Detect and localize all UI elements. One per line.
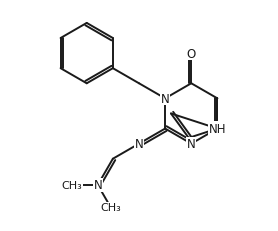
Text: CH₃: CH₃	[100, 202, 121, 212]
Text: N: N	[187, 137, 196, 150]
Text: N: N	[161, 92, 170, 105]
Text: CH₃: CH₃	[62, 180, 83, 190]
Text: N: N	[93, 179, 102, 191]
Text: O: O	[187, 47, 196, 60]
Text: N: N	[135, 137, 143, 150]
Text: NH: NH	[209, 122, 226, 135]
